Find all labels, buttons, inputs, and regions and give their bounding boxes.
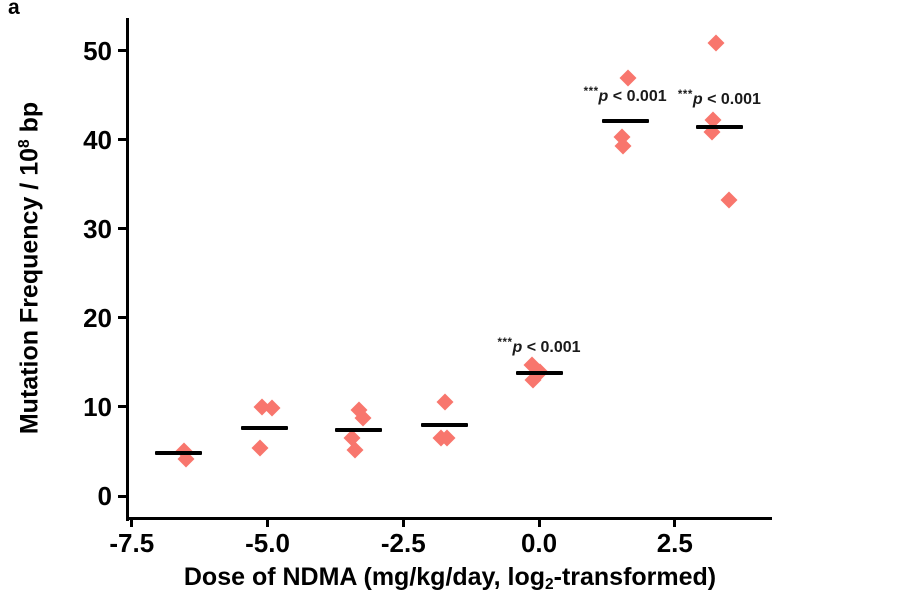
y-tick-mark — [118, 405, 128, 409]
y-tick-mark — [118, 227, 128, 231]
group-mean-line — [695, 124, 743, 129]
significance-annotation: ***p < 0.001 — [678, 89, 761, 109]
x-tick-mark — [673, 518, 677, 527]
x-tick-mark — [130, 518, 134, 527]
y-tick-label: 20 — [83, 302, 112, 333]
y-tick-mark — [118, 316, 128, 320]
x-tick-label: 0.0 — [520, 528, 558, 558]
p-value-text: < 0.001 — [608, 88, 667, 106]
x-tick-label: 2.5 — [656, 528, 693, 558]
panel-label: a — [8, 0, 20, 19]
y-tick-mark — [118, 138, 128, 142]
significance-stars: *** — [583, 86, 599, 99]
data-point — [619, 69, 637, 87]
significance-stars: *** — [497, 337, 513, 350]
group-mean-line — [240, 426, 288, 431]
x-axis-title-subscript: 2 — [544, 575, 554, 593]
group-mean-line — [335, 428, 383, 433]
data-point — [251, 439, 269, 457]
x-tick-mark — [266, 518, 270, 527]
y-tick-label: 0 — [97, 481, 112, 511]
data-point — [720, 191, 738, 209]
y-tick-mark — [118, 494, 128, 498]
y-tick-label: 30 — [83, 213, 112, 244]
group-mean-line — [421, 422, 469, 427]
x-tick-label: -5.0 — [245, 528, 290, 558]
p-symbol: p — [512, 339, 523, 357]
p-value-text: < 0.001 — [702, 90, 761, 108]
y-tick-label: 10 — [83, 391, 112, 422]
x-tick-mark — [537, 518, 541, 527]
x-axis-line — [126, 517, 772, 520]
x-tick-mark — [401, 518, 405, 527]
group-mean-line — [601, 119, 649, 124]
x-tick-label: -2.5 — [380, 528, 426, 558]
x-axis-title: Dose of NDMA (mg/kg/day, log2-transforme… — [184, 563, 716, 594]
y-tick-label: 40 — [83, 124, 112, 155]
data-point — [707, 34, 725, 52]
significance-stars: *** — [677, 89, 693, 102]
y-axis-line — [126, 18, 129, 521]
data-point — [436, 393, 454, 411]
significance-annotation: ***p < 0.001 — [498, 338, 581, 358]
x-axis-title-text: Dose of NDMA (mg/kg/day, log — [183, 563, 545, 591]
group-mean-line — [154, 451, 202, 456]
p-symbol: p — [692, 90, 703, 108]
p-value-text: < 0.001 — [522, 339, 581, 357]
significance-annotation: ***p < 0.001 — [584, 87, 667, 107]
x-tick-label: -7.5 — [109, 528, 155, 558]
x-axis-title-text-end: -transformed) — [553, 563, 717, 591]
group-mean-line — [515, 371, 563, 376]
p-symbol: p — [598, 88, 609, 106]
y-tick-label: 50 — [83, 35, 112, 66]
y-tick-mark — [118, 49, 128, 53]
